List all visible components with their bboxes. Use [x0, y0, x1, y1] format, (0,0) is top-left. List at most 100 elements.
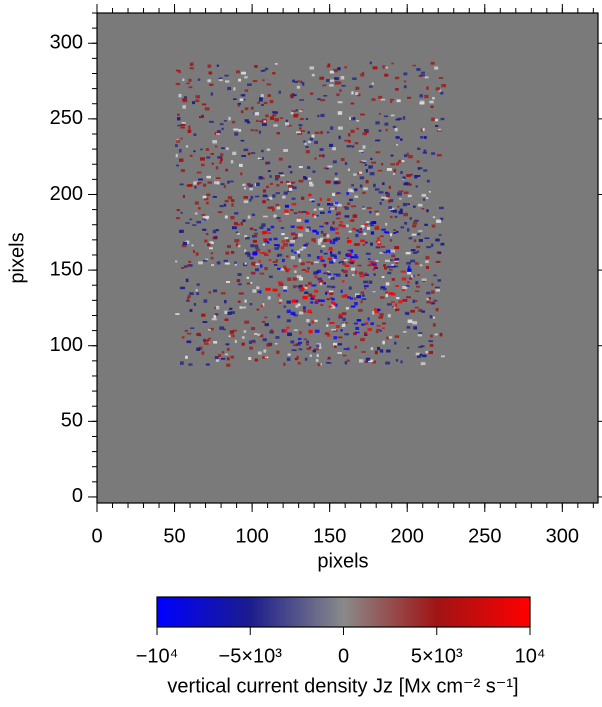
texture-cell — [236, 232, 240, 235]
texture-cell — [275, 336, 280, 339]
texture-cell — [203, 197, 209, 201]
texture-cell — [319, 240, 322, 243]
texture-cell — [201, 351, 205, 355]
texture-cell — [342, 262, 346, 266]
y-tick-label: 300 — [50, 32, 83, 54]
texture-cell — [416, 250, 420, 253]
texture-cell — [350, 219, 355, 222]
texture-cell — [375, 225, 380, 228]
texture-cell — [356, 127, 359, 130]
texture-cell — [295, 237, 298, 239]
texture-cell — [423, 198, 426, 201]
texture-cell — [298, 226, 304, 230]
texture-cell — [388, 206, 393, 210]
texture-cell — [252, 80, 258, 83]
texture-cell — [249, 227, 254, 231]
texture-cell — [375, 240, 381, 243]
texture-cell — [313, 240, 316, 243]
texture-cell — [374, 267, 378, 269]
texture-cell — [315, 270, 319, 275]
texture-cell — [310, 296, 314, 300]
texture-cell — [230, 216, 235, 220]
texture-cell — [327, 271, 330, 273]
texture-cell — [177, 113, 180, 116]
texture-cell — [296, 226, 301, 229]
texture-cell — [314, 275, 318, 279]
texture-cell — [391, 292, 396, 296]
texture-cell — [402, 176, 406, 179]
texture-cell — [302, 211, 307, 213]
texture-cell — [188, 363, 193, 366]
texture-cell — [375, 330, 379, 334]
texture-cell — [326, 298, 330, 301]
texture-cell — [384, 122, 389, 126]
texture-cell — [179, 229, 184, 233]
texture-cell — [433, 274, 437, 277]
texture-cell — [417, 167, 423, 170]
texture-cell — [399, 208, 403, 212]
texture-cell — [291, 181, 296, 184]
texture-cell — [227, 347, 230, 351]
texture-cell — [238, 283, 242, 286]
texture-cell — [418, 332, 423, 334]
texture-cell — [234, 261, 237, 264]
texture-cell — [436, 129, 442, 132]
texture-cell — [263, 238, 268, 242]
texture-cell — [343, 206, 347, 209]
texture-cell — [384, 197, 389, 200]
texture-cell — [420, 74, 425, 77]
texture-cell — [311, 73, 315, 77]
texture-cell — [392, 173, 395, 175]
y-tick-label: 0 — [72, 485, 83, 507]
texture-cell — [295, 304, 299, 308]
texture-cell — [274, 63, 278, 65]
texture-cell — [360, 239, 365, 243]
texture-cell — [374, 307, 377, 312]
texture-cell — [301, 268, 306, 271]
texture-cell — [176, 69, 180, 72]
texture-cell — [416, 355, 421, 358]
texture-cell — [347, 202, 351, 206]
texture-cell — [177, 117, 181, 121]
texture-cell — [230, 160, 234, 164]
texture-cell — [438, 89, 442, 92]
texture-cell — [266, 199, 270, 201]
texture-cell — [435, 118, 438, 122]
texture-cell — [309, 66, 315, 70]
texture-cell — [377, 308, 381, 312]
texture-cell — [205, 215, 210, 219]
texture-cell — [319, 148, 324, 151]
texture-cell — [261, 223, 266, 227]
texture-cell — [420, 362, 426, 366]
texture-cell — [337, 101, 343, 104]
texture-cell — [312, 170, 316, 173]
texture-cell — [178, 93, 182, 98]
texture-cell — [280, 268, 285, 271]
texture-cell — [177, 124, 182, 127]
texture-cell — [379, 235, 384, 238]
texture-cell — [321, 245, 326, 248]
texture-cell — [273, 124, 278, 127]
y-tick-label: 200 — [50, 183, 83, 205]
texture-cell — [214, 236, 217, 239]
texture-cell — [188, 264, 193, 267]
texture-cell — [240, 172, 243, 176]
texture-cell — [205, 363, 210, 366]
texture-cell — [242, 183, 246, 186]
texture-cell — [284, 209, 289, 213]
texture-cell — [194, 201, 199, 205]
texture-cell — [363, 285, 369, 288]
texture-cell — [337, 343, 342, 346]
texture-cell — [251, 213, 256, 217]
texture-cell — [327, 63, 331, 67]
texture-cell — [255, 247, 259, 249]
texture-cell — [439, 332, 443, 337]
texture-cell — [372, 66, 378, 70]
texture-cell — [224, 310, 228, 314]
texture-cell — [320, 130, 324, 135]
texture-cell — [198, 181, 202, 184]
texture-cell — [263, 230, 268, 234]
texture-cell — [386, 249, 391, 253]
texture-cell — [389, 239, 393, 242]
texture-cell — [303, 338, 307, 341]
